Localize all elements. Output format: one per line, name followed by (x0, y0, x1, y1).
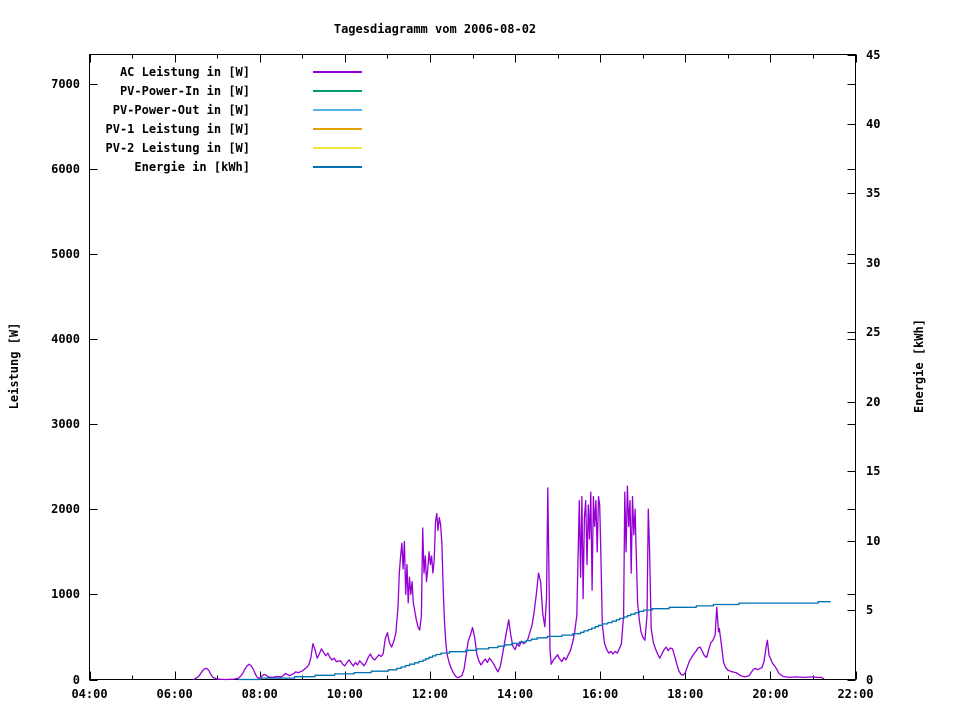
legend-item-label: PV-2 Leistung in [W] (105, 140, 251, 155)
y-right-tick-label: 10 (866, 534, 881, 548)
y-axis-label-right: Energie [kWh] (912, 319, 926, 413)
y-left-tick-label: 7000 (51, 77, 80, 91)
legend: AC Leistung in [W] PV-Power-In in [W] PV-P… (95, 62, 362, 176)
x-tick-label: 14:00 (496, 687, 534, 701)
legend-item-swatch (313, 89, 362, 92)
x-tick-label: 10:00 (326, 687, 363, 701)
y-right-tick-label: 5 (866, 603, 874, 617)
y-left-tick-label: 5000 (51, 247, 80, 261)
y-left-tick-label: 1000 (51, 587, 80, 601)
y-left-tick-label: 3000 (51, 417, 80, 431)
x-tick-label: 12:00 (411, 687, 448, 701)
x-tick-label: 22:00 (837, 687, 874, 701)
y-right-tick-label: 45 (866, 48, 881, 62)
x-tick-label: 16:00 (582, 687, 619, 701)
y-right-tick-label: 0 (866, 673, 874, 687)
x-tick-label: 08:00 (241, 687, 278, 701)
legend-item-swatch (313, 146, 362, 149)
legend-item-label: AC Leistung in [W] (119, 64, 250, 79)
plot-border (89, 54, 856, 680)
y-right-tick-label: 25 (866, 325, 881, 339)
legend-item: AC Leistung in [W] (95, 62, 362, 81)
x-tick-label: 18:00 (667, 687, 704, 701)
y-right-tick-label: 20 (866, 395, 881, 409)
x-tick-label: 20:00 (752, 687, 789, 701)
x-tick-label: 04:00 (71, 687, 108, 701)
legend-item: PV-Power-In in [W] (95, 81, 362, 100)
y-left-tick-label: 0 (72, 673, 80, 687)
legend-item-swatch (313, 108, 362, 111)
legend-item: PV-2 Leistung in [W] (95, 138, 362, 157)
legend-item-swatch (313, 127, 362, 130)
chart-title: Tagesdiagramm vom 2006-08-02 (333, 22, 537, 36)
y-right-tick-label: 15 (866, 464, 881, 478)
y-left-tick-label: 4000 (51, 332, 80, 346)
legend-item-swatch (313, 70, 362, 73)
legend-item-label: Energie in [kWh] (134, 159, 250, 174)
y-right-tick-label: 40 (866, 117, 881, 131)
legend-item-label: PV-1 Leistung in [W] (105, 121, 251, 136)
legend-item: Energie in [kWh] (95, 157, 362, 176)
legend-item-label: PV-Power-In in [W] (119, 83, 250, 98)
y-right-tick-label: 30 (866, 256, 881, 270)
legend-item: PV-Power-Out in [W] (95, 100, 362, 119)
y-left-tick-label: 6000 (51, 162, 80, 176)
series-energie-in-kwh- (237, 601, 831, 681)
series-ac-leistung-in-w- (193, 485, 825, 681)
y-right-tick-label: 35 (866, 186, 881, 200)
legend-item: PV-1 Leistung in [W] (95, 119, 362, 138)
legend-item-label: PV-Power-Out in [W] (112, 102, 250, 117)
legend-item-swatch (313, 165, 362, 168)
y-left-tick-label: 2000 (51, 502, 80, 516)
x-tick-label: 06:00 (156, 687, 193, 701)
